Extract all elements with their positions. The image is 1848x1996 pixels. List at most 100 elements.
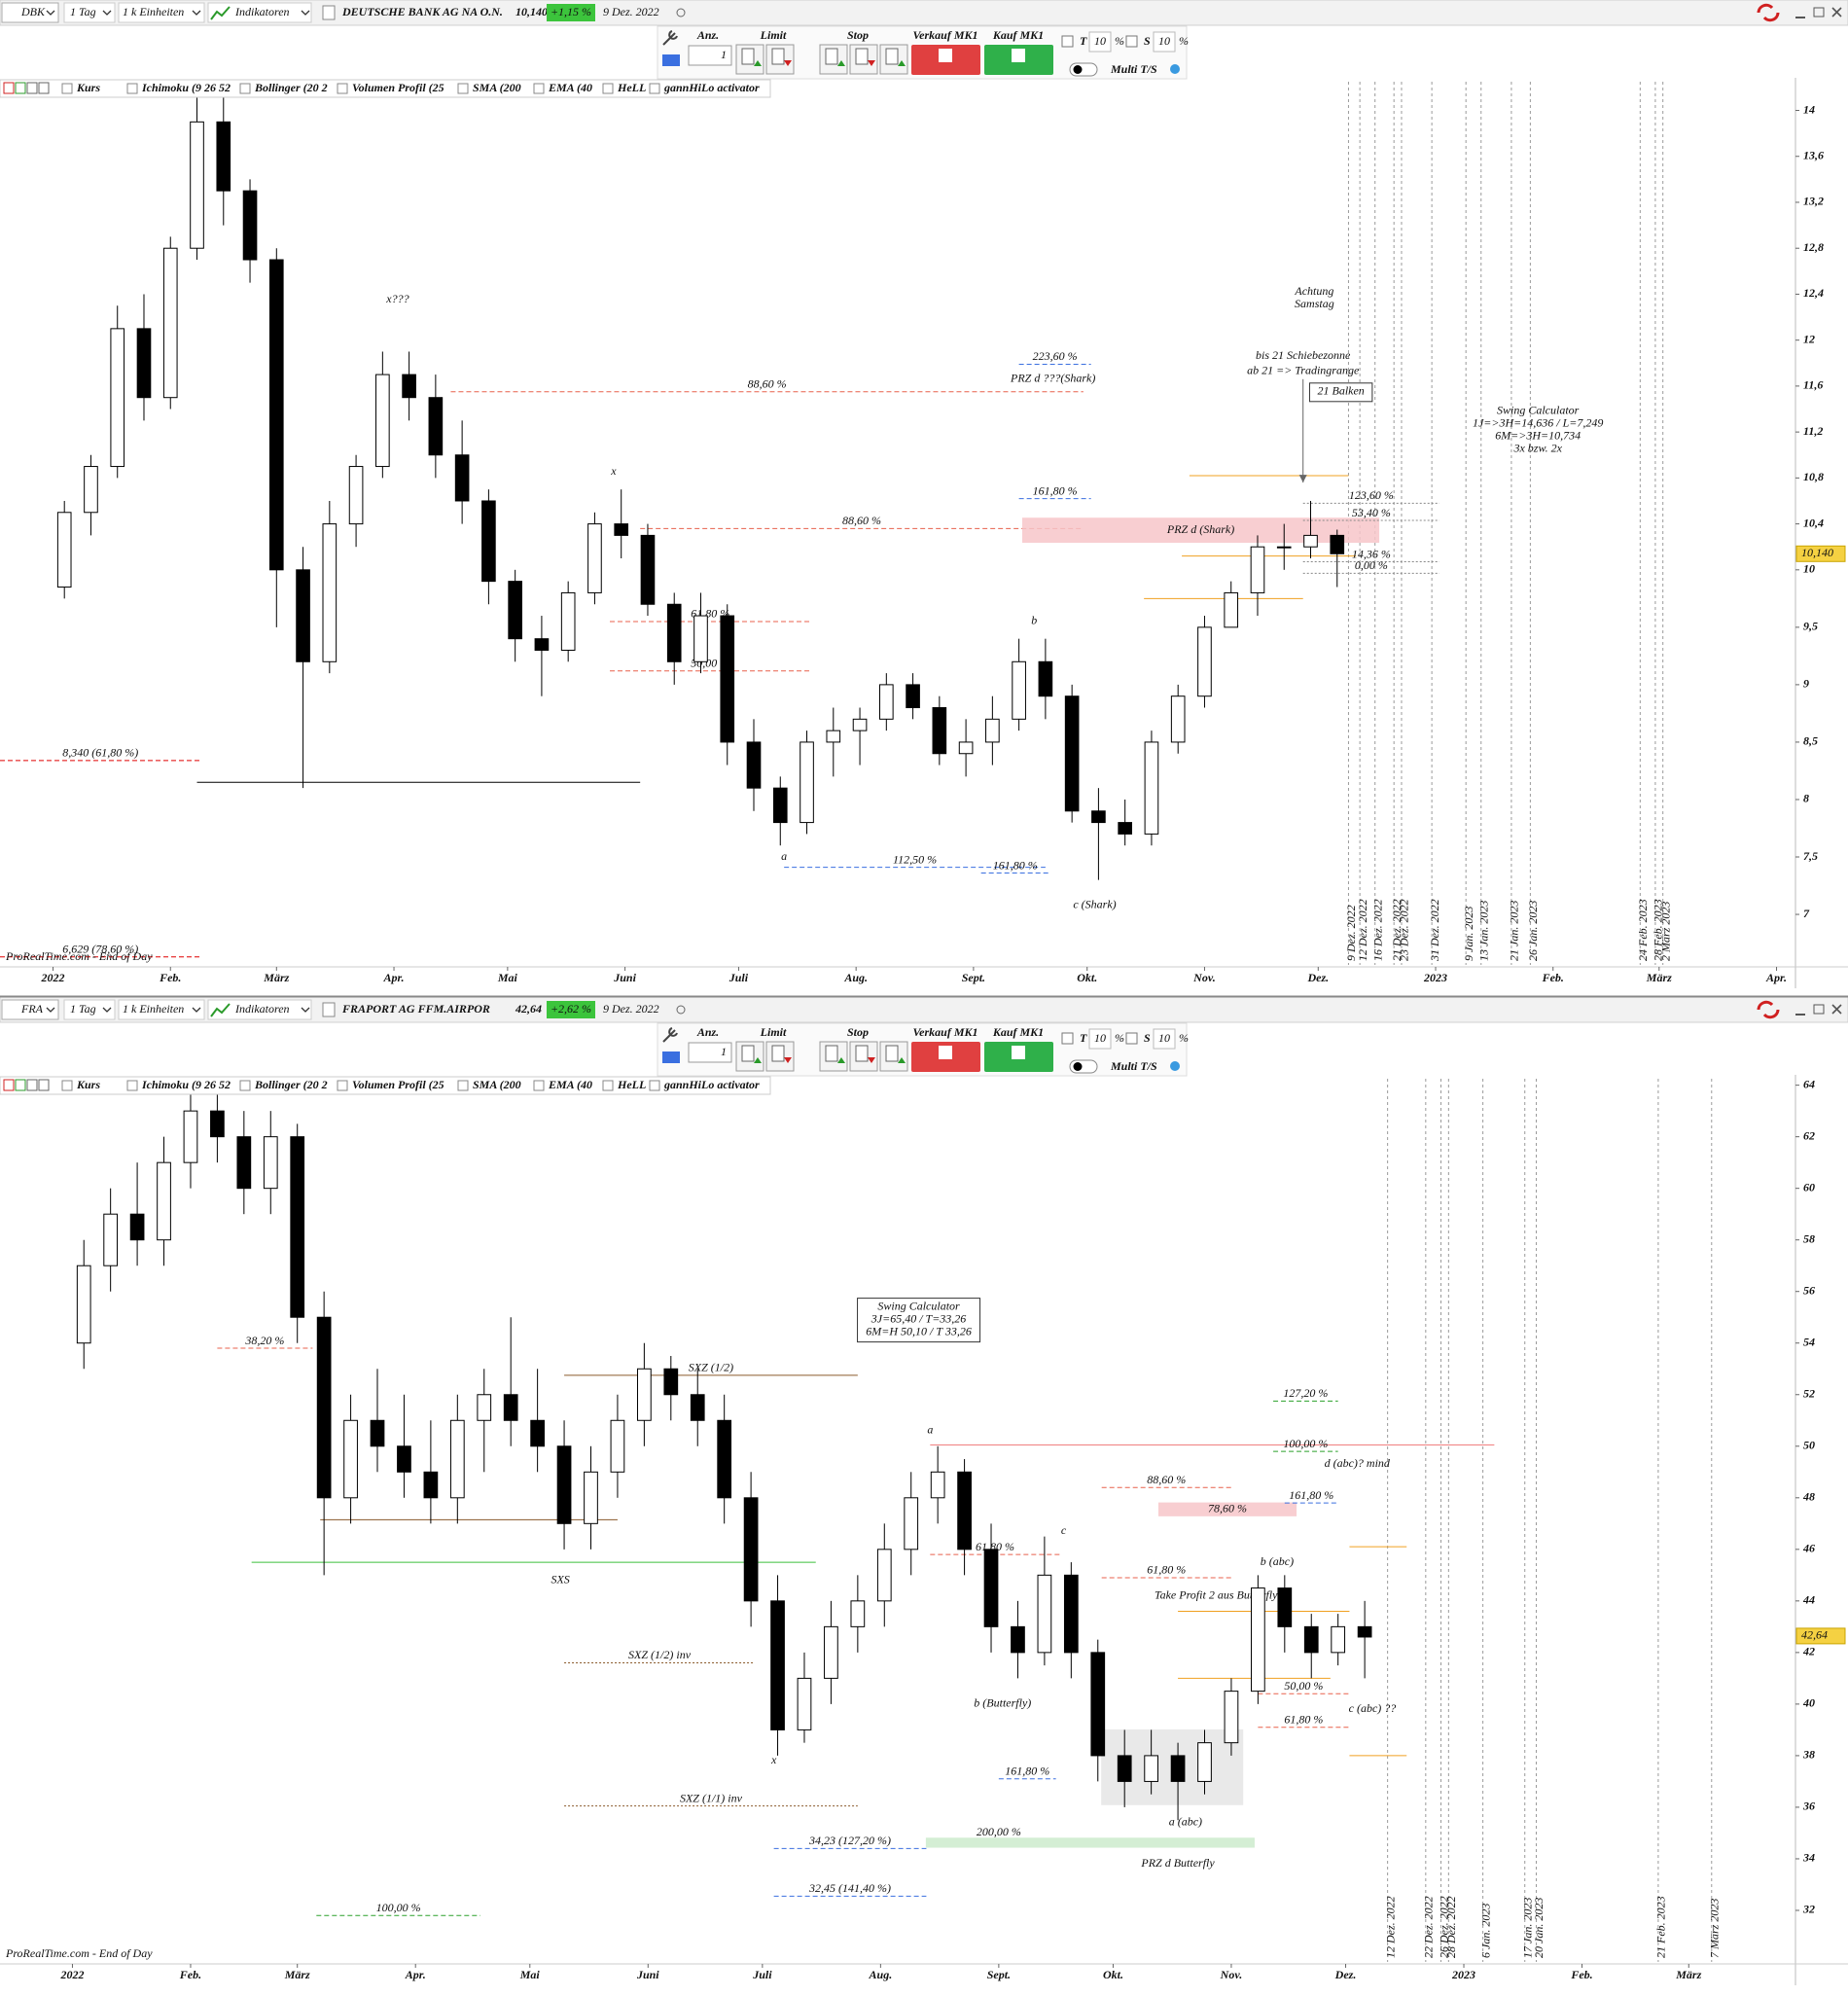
indicator-checkbox[interactable]: [126, 1080, 138, 1091]
indicator-icon: [210, 1003, 231, 1017]
close[interactable]: [1831, 1004, 1842, 1015]
checkbox[interactable]: [1125, 1032, 1138, 1045]
close[interactable]: [1831, 7, 1842, 18]
symbol-box[interactable]: [1, 999, 59, 1020]
s-input[interactable]: [1153, 31, 1176, 53]
row-icon[interactable]: [3, 1079, 15, 1091]
indicator-label: SMA (200: [473, 81, 521, 94]
candle-body: [268, 259, 284, 571]
candle-body: [136, 328, 152, 399]
y-tick-label: 8,5: [1803, 734, 1818, 748]
indicator-checkbox[interactable]: [337, 83, 348, 94]
indicator-icon: [210, 6, 231, 20]
indicator-checkbox[interactable]: [239, 83, 251, 94]
checkbox[interactable]: [1061, 35, 1074, 48]
period-box[interactable]: [63, 999, 116, 1020]
price: 42,64: [515, 1002, 542, 1016]
indicator-checkbox[interactable]: [239, 1080, 251, 1091]
level-label: 223,60 %: [1033, 349, 1078, 363]
chevron: [301, 1007, 310, 1013]
toggle-knob: [1073, 65, 1083, 74]
doc-icon: [741, 1045, 755, 1062]
checkbox[interactable]: [1061, 1032, 1074, 1045]
zone: [1157, 1502, 1297, 1516]
indicator-checkbox[interactable]: [602, 83, 614, 94]
candle-body: [1144, 741, 1159, 835]
note-line: 1J=>3H=14,636 / L=7,249: [1473, 416, 1603, 430]
restore[interactable]: [1813, 1004, 1825, 1015]
candle-body: [852, 718, 868, 731]
level-label: 38,20 %: [244, 1334, 284, 1347]
qty-input[interactable]: [688, 1042, 732, 1063]
chevron: [192, 10, 201, 16]
units-box[interactable]: [118, 2, 205, 23]
level-label: 61,80 %: [1147, 1563, 1186, 1577]
units-box[interactable]: [118, 999, 205, 1020]
indicator-checkbox[interactable]: [602, 1080, 614, 1091]
annotation: a: [927, 1423, 933, 1437]
indicator-checkbox[interactable]: [337, 1080, 348, 1091]
refresh-icon[interactable]: [1757, 3, 1780, 22]
candle-body: [1277, 1587, 1293, 1627]
x-tick-label: Mai: [497, 971, 518, 984]
row-icon[interactable]: [38, 1079, 50, 1091]
doc-icon: [825, 1045, 838, 1062]
level-label: 161,80 %: [1289, 1488, 1333, 1502]
checkbox[interactable]: [1125, 35, 1138, 48]
candle-body: [216, 121, 231, 192]
y-tick-label: 36: [1802, 1800, 1815, 1813]
note-line: 21 Balken: [1317, 384, 1364, 398]
indicators-box[interactable]: [207, 2, 312, 23]
t-input[interactable]: [1088, 1028, 1112, 1050]
indicators: Indikatoren: [234, 5, 290, 18]
candle-body: [129, 1213, 145, 1241]
indicators-box[interactable]: [207, 999, 312, 1020]
row-icon[interactable]: [15, 1079, 26, 1091]
date-line-label: 24 Feb. 2023: [1636, 899, 1650, 961]
indicator-checkbox[interactable]: [533, 83, 545, 94]
candle-body: [690, 1394, 705, 1421]
candle-body: [157, 1161, 171, 1241]
chevron: [102, 10, 112, 16]
refresh-icon[interactable]: [1757, 1000, 1780, 1019]
candle-body: [110, 328, 125, 468]
instrument-name: DEUTSCHE BANK AG NA O.N.: [341, 5, 503, 18]
row-icon[interactable]: [38, 82, 50, 94]
indicator-checkbox[interactable]: [61, 83, 73, 94]
candle-body: [76, 1265, 91, 1344]
note-line: Swing Calculator: [877, 1299, 960, 1312]
row-icon[interactable]: [26, 1079, 38, 1091]
symbol-box[interactable]: [1, 2, 59, 23]
indicator-checkbox[interactable]: [649, 1080, 660, 1091]
s-input[interactable]: [1153, 1028, 1176, 1050]
row-icon[interactable]: [3, 82, 15, 94]
y-tick-label: 8: [1803, 792, 1809, 805]
y-tick-label: 42: [1802, 1645, 1815, 1658]
indicator-label: HeLL: [617, 1078, 646, 1091]
indicator-checkbox[interactable]: [533, 1080, 545, 1091]
s-value: 10: [1158, 34, 1170, 48]
note-line: Swing Calculator: [1497, 404, 1580, 417]
indicator-row: [0, 1076, 771, 1095]
restore[interactable]: [1813, 7, 1825, 18]
candle-body: [1037, 1574, 1052, 1654]
row-icon[interactable]: [15, 82, 26, 94]
t-label: T: [1080, 1031, 1087, 1045]
indicator-checkbox[interactable]: [61, 1080, 73, 1091]
toggle-knob: [1073, 1062, 1083, 1071]
row-icon[interactable]: [26, 82, 38, 94]
indicator-checkbox[interactable]: [457, 83, 469, 94]
candle-body: [530, 1419, 545, 1447]
candle-body: [1090, 1652, 1106, 1757]
footer: ProRealTime.com - End of Day: [5, 1946, 153, 1960]
period-box[interactable]: [63, 2, 116, 23]
arrow-icon: [898, 60, 906, 66]
x-tick-label: Juni: [636, 1968, 659, 1981]
indicator-checkbox[interactable]: [126, 83, 138, 94]
candle-body: [190, 121, 204, 249]
indicator-checkbox[interactable]: [457, 1080, 469, 1091]
indicator-checkbox[interactable]: [649, 83, 660, 94]
t-input[interactable]: [1088, 31, 1112, 53]
qty-input[interactable]: [688, 45, 732, 66]
annotation: 200,00 %: [977, 1825, 1021, 1838]
